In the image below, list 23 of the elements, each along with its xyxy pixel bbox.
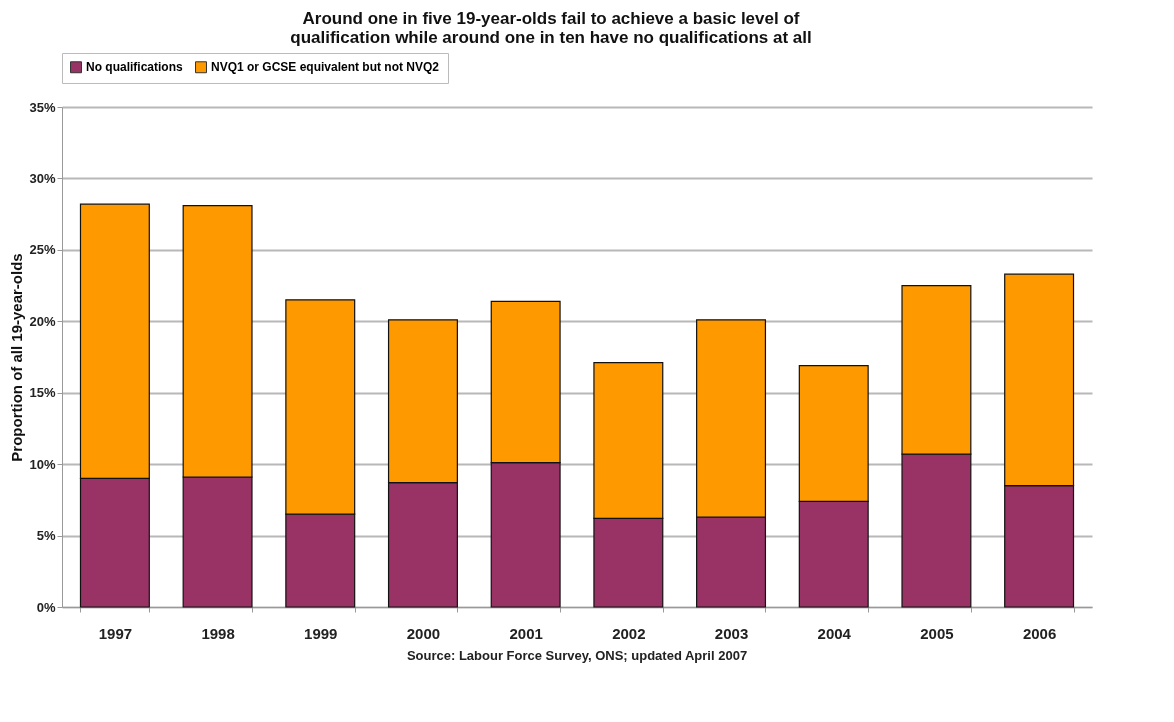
x-tick-label: 1998: [201, 624, 235, 642]
x-tick-label: 1999: [304, 624, 338, 642]
y-tick-label: 35%: [29, 99, 56, 115]
y-tick-label: 15%: [29, 385, 56, 401]
x-tick-label: 2006: [1022, 624, 1057, 642]
x-tick-label: 2002: [612, 624, 646, 642]
y-tick-label: 30%: [29, 170, 56, 186]
legend-label: NVQ1 or GCSE equivalent but not NVQ2: [211, 60, 440, 75]
chart-title: Around one in five 19-year-olds fail to achieve a basic level of qualification while around one in ten have no qualifications at all: [290, 8, 812, 47]
legend-label: No qualifications: [86, 60, 183, 75]
x-tick-label: 1997: [98, 624, 133, 642]
y-tick-label: 0%: [36, 599, 56, 615]
x-tick-label: 2001: [509, 624, 543, 642]
x-tick-label: 2003: [714, 624, 749, 642]
x-tick-label: 2005: [920, 624, 954, 642]
y-axis-title: Proportion of all 19-year-olds: [8, 253, 26, 462]
x-tick-label: 2000: [406, 624, 441, 642]
x-tick-label: 2004: [817, 624, 852, 642]
y-tick-label: 20%: [29, 313, 56, 329]
y-tick-label: 5%: [36, 528, 56, 544]
y-tick-label: 25%: [29, 242, 56, 258]
y-tick-label: 10%: [29, 456, 56, 472]
source-note: Source: Labour Force Survey, ONS; updated April 2007: [406, 648, 748, 663]
